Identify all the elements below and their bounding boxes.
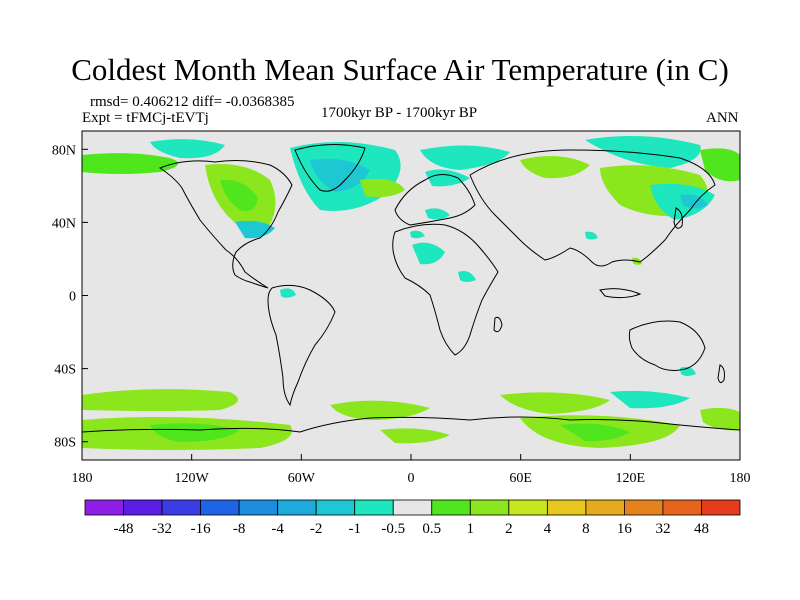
anomaly-region [585,136,701,168]
anomaly-region [610,390,690,409]
colorbar-swatch [161,499,201,516]
colorbar-swatch [431,499,471,516]
colorbar-swatch [277,499,317,516]
anomaly-region [82,153,178,174]
coastline-africa [392,223,499,356]
latitude-labels: 80N 40N 0 40S 80S [52,143,76,450]
lat-tick-label: 0 [69,290,76,305]
anomaly-region [420,145,510,170]
colorbar-swatch [123,499,163,516]
anomaly-region [585,231,598,240]
colorbar-swatch [354,499,394,516]
anomaly-fields [82,136,740,450]
lon-tick-label: 180 [72,471,93,486]
colorbar-swatch [662,499,702,516]
coastline-south-america [267,284,336,407]
lon-tick-label: 120W [175,471,210,486]
colorbar-tick-label: -1 [348,521,361,537]
coastline-north-america [158,160,293,289]
colorbar-tick-label: -32 [152,521,172,537]
coastline-antarctica [82,416,740,433]
map-title: Coldest Month Mean Surface Air Temperatu… [71,52,729,87]
colorbar-tick-label: -2 [310,521,323,537]
colorbar-swatch [624,499,664,516]
lat-tick-label: 40N [52,216,76,231]
anomaly-region [150,423,240,442]
colorbar-swatch [392,499,433,516]
colorbar [84,499,741,516]
colorbar-swatch [546,499,587,516]
lon-tick-label: 120E [616,471,646,486]
anomaly-region [280,288,296,298]
stats-line: rmsd= 0.406212 diff= -0.0368385 [90,94,295,110]
coastline-japan [673,207,683,229]
colorbar-tick-label: 32 [655,521,670,537]
colorbar-tick-label: -8 [233,521,246,537]
anomaly-region [310,158,370,192]
colorbar-tick-label: 0.5 [422,521,441,537]
colorbar-tick-label: -16 [191,521,211,537]
lon-tick-label: 60E [509,471,532,486]
lon-tick-label: 0 [408,471,415,486]
period-label: 1700kyr BP - 1700kyr BP [321,105,478,121]
colorbar-swatch [315,499,356,516]
anomaly-region [458,271,476,282]
colorbar-swatch [84,499,124,516]
season-label: ANN [706,110,739,126]
anomaly-region [410,230,425,239]
anomaly-region [520,156,590,179]
colorbar-tick-label: 2 [505,521,513,537]
colorbar-swatch [585,499,625,516]
colorbar-swatch [238,499,279,516]
colorbar-swatch [701,499,741,516]
lon-tick-label: 180 [730,471,751,486]
longitude-labels: 180 120W 60W 0 60E 120E 180 [72,471,751,486]
anomaly-region [700,148,740,182]
coastline-europe [394,174,476,226]
coastline-madagascar [493,316,503,333]
colorbar-swatch [469,499,510,516]
anomaly-region [700,407,740,431]
coastline-new-zealand [717,364,725,384]
anomaly-region [82,389,238,411]
colorbar-tick-label: 1 [467,521,475,537]
lat-tick-label: 40S [54,363,76,378]
colorbar-labels: -48 -32 -16 -8 -4 -2 -1 -0.5 0.5 1 2 4 8 16 32 48 [114,521,709,537]
coastline-greenland [294,143,366,192]
colorbar-swatch [200,499,240,516]
anomaly-region [360,178,405,198]
colorbar-tick-label: 4 [544,521,552,537]
experiment-line: Expt = tFMCj-tEVTj [82,110,209,126]
colorbar-swatch [508,499,548,516]
lon-tick-label: 60W [288,471,316,486]
coastline-indonesia [599,288,642,299]
colorbar-tick-label: 48 [694,521,709,537]
coastline-australia [628,320,706,371]
lat-tick-label: 80N [52,143,76,158]
anomaly-region [220,179,258,212]
lat-tick-label: 80S [54,436,76,451]
colorbar-tick-label: -0.5 [381,521,405,537]
colorbar-tick-label: 8 [582,521,590,537]
anomaly-region [500,392,610,414]
anomaly-region [425,169,470,187]
colorbar-tick-label: -4 [271,521,284,537]
anomaly-region [380,428,450,444]
colorbar-tick-label: -48 [114,521,134,537]
coastlines [82,143,740,433]
coastline-asia [469,149,716,267]
anomaly-region [680,194,708,209]
anomaly-region [412,242,445,265]
anomaly-region [330,400,430,420]
axis-ticks [81,148,741,460]
anomaly-region [150,139,225,159]
colorbar-tick-label: 16 [617,521,633,537]
anomaly-region [560,423,630,442]
anomaly-region [425,208,450,220]
